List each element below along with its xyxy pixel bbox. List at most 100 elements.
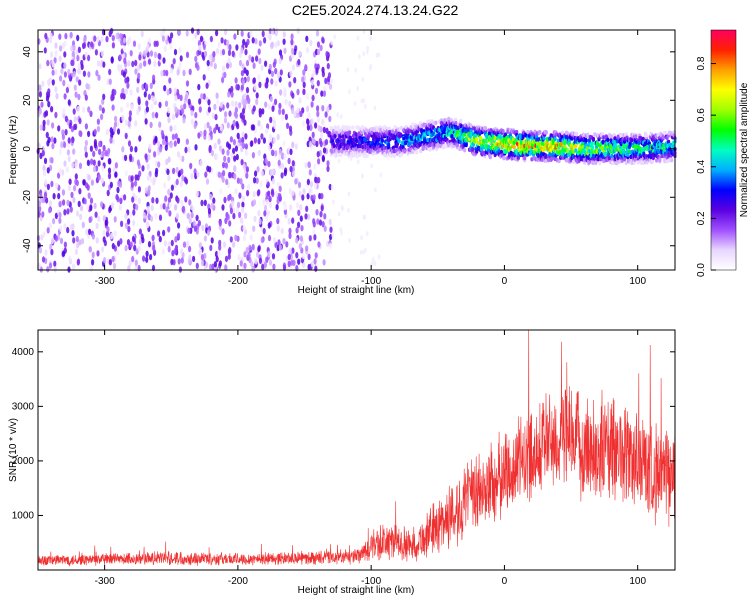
spectrogram-cell	[203, 252, 207, 260]
spectrogram-cell	[222, 161, 226, 169]
spectrogram-cell	[51, 79, 55, 86]
spectrogram-cell	[140, 233, 144, 240]
spectrogram-cell	[371, 141, 375, 146]
y-tick-label: 20	[22, 94, 33, 106]
spectrogram-cell	[262, 137, 266, 144]
spectrogram-cell	[439, 120, 444, 126]
spectrogram-cell	[247, 97, 251, 105]
spectrogram-cell	[243, 262, 247, 270]
spectrogram-cell	[203, 123, 207, 130]
spectrogram-cell	[288, 125, 293, 132]
spectrogram-cell	[110, 57, 114, 64]
spectrogram-cell	[194, 55, 198, 63]
spectrogram-cell	[190, 211, 194, 219]
spectrogram-cell	[255, 177, 259, 184]
spectrogram-cell	[50, 106, 54, 113]
spectrogram-cell	[415, 150, 419, 155]
spectrogram-cell	[309, 39, 313, 47]
spectrogram-cell	[326, 165, 330, 172]
spectrogram-cell	[623, 157, 627, 162]
spectrogram-cell	[373, 261, 377, 267]
spectrogram-cell	[278, 49, 283, 56]
spectrogram-cell	[266, 181, 270, 188]
spectrogram-cell	[217, 41, 221, 48]
spectrogram-cell	[312, 69, 316, 76]
spectrogram-cell	[83, 198, 87, 205]
spectrogram-cell	[96, 36, 100, 43]
spectrogram-cell	[47, 101, 51, 108]
spectrogram-cell	[359, 250, 363, 255]
spectrogram-cell	[75, 235, 79, 243]
spectrogram-cell	[596, 142, 600, 148]
spectrogram-cell	[217, 250, 221, 258]
spectrogram-cell	[126, 239, 131, 246]
spectrogram-cell	[39, 124, 43, 131]
spectrogram-cell	[120, 39, 124, 46]
spectrogram-cell	[329, 83, 333, 90]
spectrogram-cell	[39, 152, 43, 160]
spectrogram-x-ticks: -300 -200 -100 0 100	[95, 30, 646, 287]
spectrogram-cell	[81, 221, 85, 229]
y-tick-label: -20	[22, 190, 33, 205]
spectrogram-cell	[55, 182, 59, 189]
spectrogram-cell	[288, 232, 292, 240]
spectrogram-cell	[449, 118, 453, 123]
spectrogram-cell	[203, 129, 207, 136]
spectrogram-cell	[166, 89, 170, 96]
spectrogram-cell	[84, 94, 88, 101]
spectrogram-cell	[67, 99, 71, 106]
spectrogram-cell	[231, 50, 235, 57]
spectrogram-cell	[276, 225, 280, 232]
spectrogram-cell	[256, 251, 260, 258]
spectrogram-cell	[111, 42, 115, 49]
spectrogram-cell	[138, 135, 142, 142]
spectrogram-cell	[45, 197, 49, 204]
spectrogram-cell	[181, 108, 185, 115]
spectrogram-cell	[332, 143, 336, 149]
spectrogram-cell	[268, 63, 272, 71]
spectrogram-cell	[50, 51, 54, 58]
spectrogram-cell	[329, 233, 333, 241]
spectrogram-cell	[122, 37, 126, 44]
spectrogram-cell	[131, 196, 135, 203]
spectrogram-cell	[374, 187, 377, 193]
spectrogram-cell	[137, 197, 141, 204]
snr-y-label: SNR (10 * v/v)	[8, 418, 19, 482]
spectrogram-cell	[58, 33, 62, 40]
spectrogram-cell	[116, 186, 120, 194]
spectrogram-cell	[124, 77, 128, 84]
spectrogram-cell	[168, 202, 172, 209]
spectrogram-cell	[241, 206, 245, 214]
spectrogram-cell	[213, 261, 217, 268]
spectrogram-cell	[337, 211, 341, 217]
spectrogram-cell	[165, 206, 169, 213]
spectrogram-cell	[560, 130, 564, 135]
spectrogram-cell	[188, 245, 192, 253]
spectrogram-cell	[188, 217, 192, 224]
spectrogram-cell	[207, 106, 211, 113]
spectrogram-cell	[274, 67, 278, 75]
spectrogram-cell	[327, 72, 332, 79]
spectrogram-cell	[182, 69, 186, 77]
spectrogram-cell	[287, 157, 291, 165]
spectrogram-cell	[655, 158, 659, 163]
spectrogram-cell	[101, 150, 105, 157]
spectrogram-cell	[87, 54, 91, 62]
spectrogram-cell	[228, 246, 232, 254]
spectrogram-cell	[370, 163, 373, 169]
spectrogram-cell	[301, 76, 305, 83]
spectrogram-cell	[255, 98, 259, 106]
spectrogram-cell	[171, 133, 175, 140]
spectrogram-cell	[263, 261, 267, 268]
spectrogram-cell	[86, 159, 90, 166]
spectrogram-cell	[172, 167, 176, 175]
spectrogram-cell	[238, 102, 242, 109]
spectrogram-cell	[268, 259, 273, 266]
spectrogram-cell	[316, 110, 320, 118]
spectrogram-cell	[208, 54, 212, 61]
spectrogram-cell	[61, 189, 66, 196]
spectrogram-cell	[321, 66, 325, 74]
spectrogram-cell	[123, 57, 127, 64]
x-tick-label: -200	[228, 576, 248, 587]
spectrogram-cell	[162, 139, 166, 146]
